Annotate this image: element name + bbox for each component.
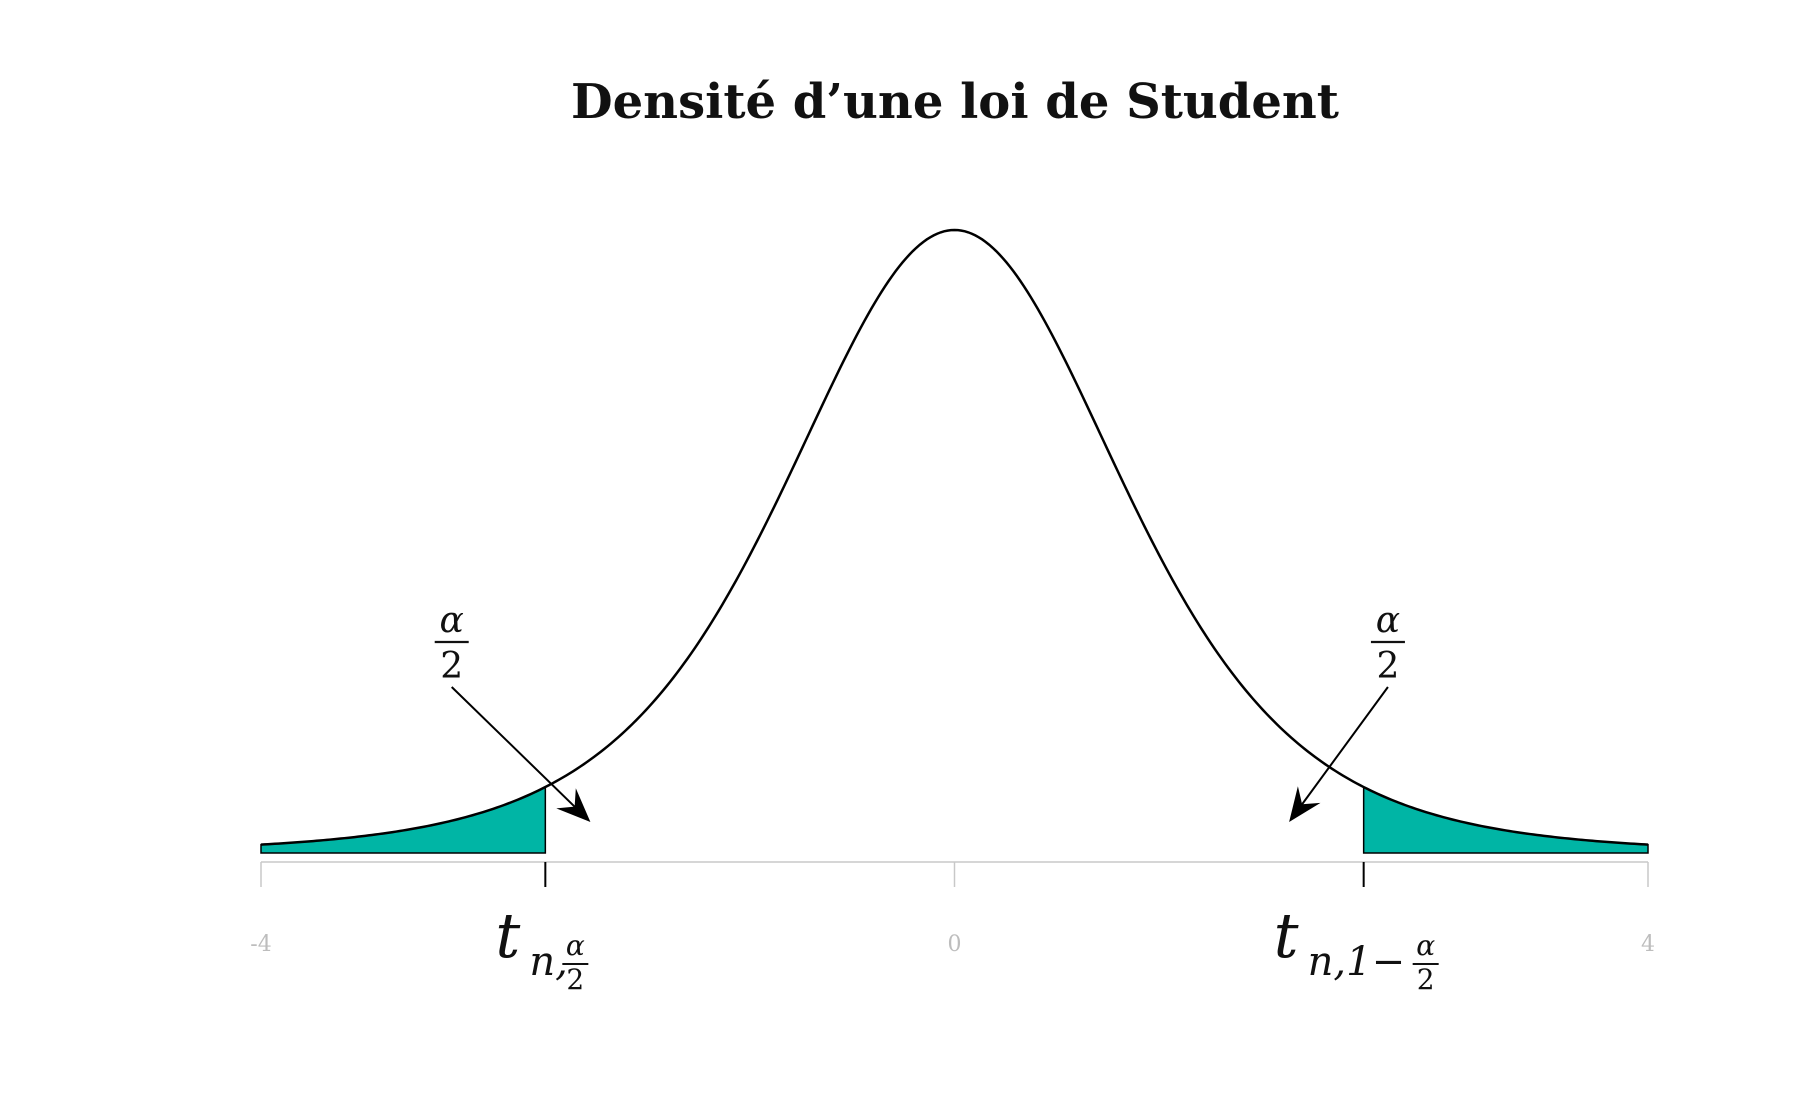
- svg-text:n,: n,: [529, 939, 567, 985]
- critical-value-label-lower: t n, α 2: [495, 899, 589, 996]
- left-tail-area: [260, 785, 547, 854]
- svg-text:2: 2: [566, 963, 584, 996]
- alpha-half-annotation-left: α 2: [434, 600, 469, 687]
- critical-value-ticks: [544, 862, 1365, 887]
- alpha-half-annotation-right: α 2: [1370, 600, 1405, 687]
- annotation-arrow-right: [1300, 686, 1389, 807]
- critical-value-label-upper: t n,1− α 2: [1274, 899, 1439, 996]
- annotation-arrow-left: [451, 686, 577, 809]
- density-curve: [260, 228, 1649, 846]
- tick-label: -4: [250, 932, 271, 957]
- svg-text:α: α: [1416, 929, 1435, 962]
- svg-text:2: 2: [1417, 963, 1435, 996]
- tick-label: 0: [948, 932, 962, 957]
- svg-text:n,1−: n,1−: [1308, 939, 1405, 985]
- svg-text:2: 2: [1376, 646, 1399, 687]
- svg-text:2: 2: [440, 646, 463, 687]
- svg-text:α: α: [1376, 600, 1400, 641]
- arrow-head-icon: [1289, 786, 1321, 822]
- x-axis-ticks: [260, 862, 1649, 887]
- svg-text:t: t: [1274, 899, 1299, 972]
- right-tail-area: [1362, 785, 1649, 854]
- chart-title: Densité d’une loi de Student: [571, 74, 1339, 130]
- svg-text:α: α: [440, 600, 464, 641]
- arrow-head-icon: [556, 788, 591, 822]
- tick-label: 4: [1641, 932, 1655, 957]
- svg-text:t: t: [495, 899, 520, 972]
- svg-text:α: α: [566, 929, 585, 962]
